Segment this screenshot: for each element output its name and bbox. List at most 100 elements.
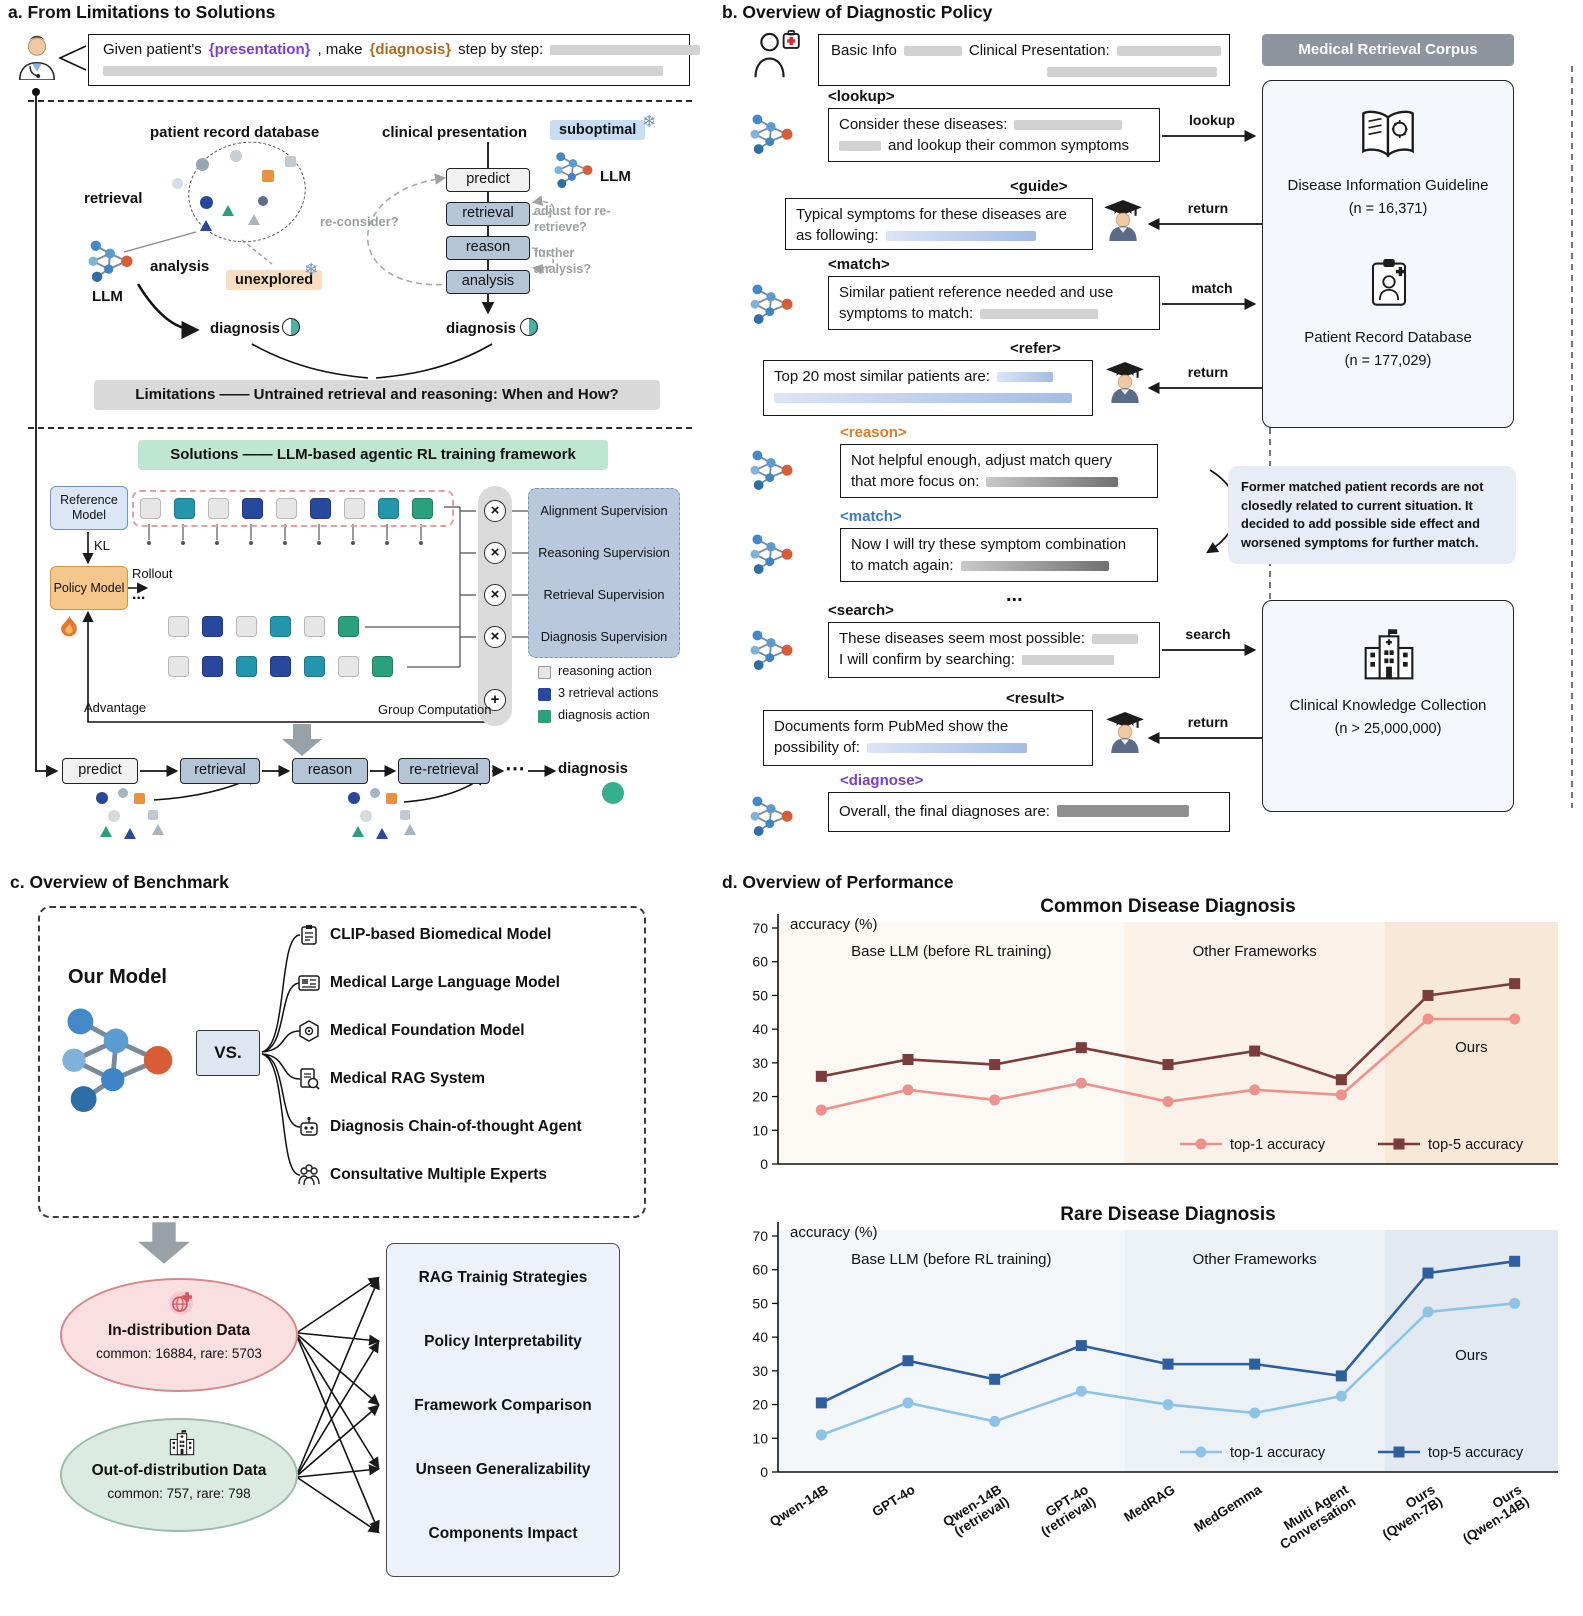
- competitor-label: Medical Foundation Model: [330, 1022, 525, 1039]
- y-tick-label: 10: [752, 1430, 768, 1446]
- diagnosis-label-right: diagnosis: [446, 320, 517, 337]
- chain-reason-box: reason: [292, 758, 368, 784]
- guide-tag: <guide>: [1010, 178, 1068, 195]
- aspect-label: Unseen Generalizability: [415, 1461, 591, 1478]
- chain-diagnosis-label: diagnosis: [558, 760, 629, 777]
- patient-info-box: Basic Info Clinical Presentation:: [818, 34, 1230, 86]
- in-distribution-detail: common: 16884, rare: 5703: [96, 1346, 262, 1361]
- reason-tag: <reason>: [840, 424, 907, 441]
- redacted-bar-gray: [1056, 805, 1189, 817]
- aspect-label: Components Impact: [428, 1525, 578, 1542]
- redacted-bar-blue: [866, 742, 1027, 753]
- legend-label: diagnosis action: [558, 707, 650, 722]
- multiply-node: ×: [484, 542, 506, 564]
- scatter-dot: [96, 792, 108, 804]
- divider: [28, 427, 692, 429]
- action-token-gray: [338, 656, 359, 677]
- x-tick-label: MedRAG: [1121, 1482, 1177, 1525]
- expert-student-icon: [1105, 361, 1145, 404]
- in-distribution-name: In-distribution Data: [107, 1322, 251, 1339]
- action-token-gray: [168, 656, 189, 677]
- evaluation-aspects-box: RAG Trainig Strategies Policy Interpreta…: [386, 1243, 620, 1577]
- corpus-guideline-records-box: Disease Information Guideline (n = 16,37…: [1262, 80, 1514, 428]
- record-dot: [196, 158, 209, 171]
- chart-title: Rare Disease Diagnosis: [1060, 1204, 1275, 1225]
- data-point: [1509, 1013, 1521, 1025]
- flow-reason-box: reason: [446, 236, 530, 260]
- step-text: and lookup their common symptoms: [888, 137, 1129, 154]
- data-point: [815, 1429, 827, 1441]
- step-text: Consider these diseases:: [839, 116, 1008, 133]
- scatter-triangle: [352, 826, 364, 837]
- redacted-bar: [550, 44, 701, 55]
- reason-box: Not helpful enough, adjust match query t…: [840, 444, 1158, 498]
- llm-network-icon: [87, 239, 134, 282]
- policy-llm-icon: [749, 283, 794, 324]
- data-point: [1422, 1013, 1434, 1025]
- data-point: [815, 1397, 827, 1409]
- region-label: Ours: [1455, 1039, 1488, 1056]
- chart-region: [778, 922, 1125, 1164]
- data-point: [902, 1053, 914, 1065]
- scatter-dot: [108, 810, 120, 822]
- scatter-triangle: [376, 828, 388, 839]
- data-point: [1335, 1074, 1347, 1086]
- chart-region: [1124, 922, 1385, 1164]
- clip-model-icon: [301, 924, 317, 945]
- flow-predict-box: predict: [446, 168, 530, 192]
- llm-label: LLM: [92, 288, 123, 305]
- patient-icon: [754, 30, 800, 79]
- flame-icon: [61, 616, 77, 637]
- data-point: [1335, 1089, 1347, 1101]
- y-axis-label: accuracy (%): [790, 916, 878, 933]
- region-label: Ours: [1455, 1347, 1488, 1364]
- region-label: Base LLM (before RL training): [851, 1251, 1051, 1268]
- x-tick-label: GPT-4o: [870, 1482, 918, 1520]
- data-point: [1249, 1407, 1261, 1419]
- chain-ellipsis: ⋯: [505, 758, 525, 780]
- record-triangle: [200, 220, 212, 231]
- competitor-label: Medical Large Language Model: [330, 974, 560, 991]
- panel-limitations-solutions: a. From Limitations to Solutions Given p…: [0, 0, 710, 870]
- y-tick-label: 0: [760, 1464, 768, 1480]
- knowledge-count: (n > 25,000,000): [1334, 721, 1442, 737]
- half-circle-icon: [282, 318, 300, 336]
- return-arrow-label: return: [1187, 714, 1229, 730]
- data-point: [902, 1084, 914, 1096]
- action-token-teal: [270, 616, 291, 637]
- redacted-bar: [1047, 66, 1217, 77]
- chain-predict-box: predict: [62, 758, 138, 784]
- redacted-bar-blue: [774, 392, 1072, 403]
- data-point: [1422, 1267, 1434, 1279]
- y-tick-label: 30: [752, 1055, 768, 1071]
- legend-label: reasoning action: [558, 663, 652, 678]
- y-tick-label: 20: [752, 1397, 768, 1413]
- diagnose-box: Overall, the final diagnoses are:: [828, 792, 1230, 832]
- common-disease-chart: Base LLM (before RL training) Other Frame…: [752, 896, 1558, 1172]
- basic-info-label: Basic Info: [831, 42, 897, 59]
- legend-marker: [1195, 1138, 1207, 1150]
- action-token-teal: [174, 498, 195, 519]
- prompt-text: Given patient's: [103, 41, 202, 58]
- y-tick-label: 50: [752, 987, 768, 1003]
- prompt-text: , make: [317, 41, 363, 58]
- match2-tag: <match>: [840, 508, 902, 525]
- result-tag: <result>: [1006, 690, 1065, 707]
- legend-marker: [1393, 1446, 1405, 1458]
- competitor-label: Diagnosis Chain-of-thought Agent: [330, 1118, 582, 1135]
- step-text: Now I will try these symptom combination: [851, 536, 1127, 553]
- redacted-bar: [1021, 654, 1114, 665]
- legend-swatch: [538, 666, 551, 679]
- action-token-gray: [276, 498, 297, 519]
- policy-llm-icon: [749, 533, 794, 574]
- panel-c-connectors: [261, 934, 381, 1534]
- data-point: [902, 1355, 914, 1367]
- x-tick-label: Ours(Qwen-14B): [1453, 1482, 1532, 1546]
- in-distribution-ellipse: In-distribution Data common: 16884, rare…: [60, 1278, 298, 1392]
- x-tick-label: Qwen-14B(retrieval): [940, 1482, 1012, 1542]
- action-token-navy: [202, 656, 223, 677]
- diagnosis-label-left: diagnosis: [210, 320, 281, 337]
- redacted-bar-blue: [885, 230, 1036, 241]
- y-tick-label: 20: [752, 1089, 768, 1105]
- step-text: Similar patient reference needed and use: [839, 284, 1114, 301]
